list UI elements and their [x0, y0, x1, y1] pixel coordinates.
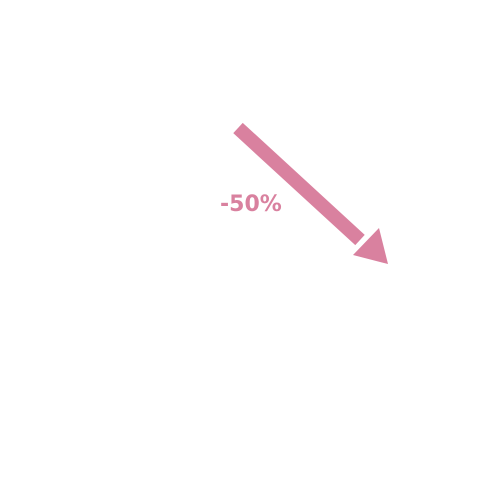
arrow-head — [353, 228, 388, 264]
arrow-shaft — [233, 122, 365, 246]
percent-change-label: -50% — [220, 192, 282, 217]
